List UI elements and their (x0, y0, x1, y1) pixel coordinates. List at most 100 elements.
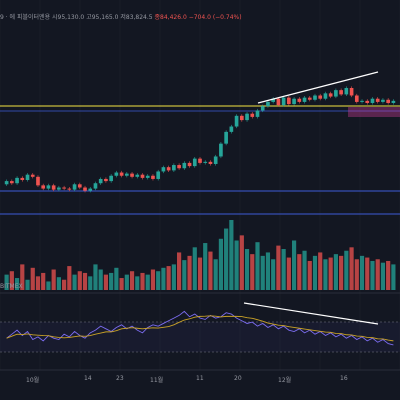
x-tick: 23 (116, 375, 124, 382)
candle (109, 175, 113, 182)
candle (381, 99, 385, 102)
rsi-band (0, 322, 400, 352)
candle (182, 162, 187, 169)
volume-bar (234, 240, 239, 290)
candle (271, 98, 276, 102)
candle (360, 100, 364, 102)
candle (198, 158, 202, 163)
volume-bars (4, 220, 396, 290)
volume-bar (302, 250, 307, 290)
volume-bar (359, 255, 365, 290)
candle (30, 174, 35, 177)
volume-bar (224, 228, 229, 290)
candle (57, 187, 61, 190)
volume-bar (255, 242, 260, 290)
volume-bar (114, 267, 119, 290)
candle (339, 90, 343, 95)
volume-bar (72, 274, 77, 290)
volume-bar (150, 269, 156, 290)
candle (318, 95, 323, 99)
volume-bar (103, 274, 109, 290)
volume-bar (197, 257, 203, 290)
volume-bar (124, 274, 129, 290)
candle (234, 115, 239, 127)
volume-bar (354, 259, 359, 290)
volume-bar (20, 264, 25, 290)
volume-bar (135, 276, 140, 290)
volume-bar (349, 247, 354, 290)
candle (98, 178, 103, 184)
candle (130, 173, 134, 177)
volume-bar (140, 272, 145, 290)
candle (354, 95, 359, 102)
candle (250, 113, 255, 117)
volume-bar (339, 255, 344, 290)
legend-prefix: 9 · 에 피블이터엔용 (0, 14, 51, 21)
candle (213, 156, 218, 164)
candle (276, 98, 281, 106)
volume-bar (177, 252, 182, 290)
candle (177, 165, 181, 169)
volume-bar (129, 271, 135, 290)
legend-low: 저83,824.5 (120, 14, 153, 21)
candle (229, 126, 234, 132)
x-tick: 11 (196, 375, 204, 382)
volume-bar (51, 269, 56, 290)
candle (292, 98, 296, 105)
candle (323, 93, 328, 99)
candle (88, 188, 93, 191)
candle (151, 175, 155, 179)
candle (93, 183, 98, 189)
volume-bar (318, 252, 323, 290)
volume-bar (56, 277, 61, 290)
candle (192, 158, 197, 167)
volume-bar (119, 278, 124, 290)
candle (51, 185, 56, 190)
candle (172, 165, 176, 171)
volume-bar (213, 259, 218, 290)
x-tick: 11월 (150, 377, 164, 384)
volume-bar (182, 260, 187, 290)
volume-bar (365, 257, 370, 290)
volume-bar (208, 251, 213, 290)
volume-bar (67, 266, 72, 290)
legend-close: 종84,426.0 (154, 14, 187, 21)
candle (166, 167, 171, 171)
rsi-pane (6, 310, 394, 346)
volume-bar (171, 264, 176, 290)
volume-bar (14, 278, 20, 290)
candle (365, 100, 370, 103)
volume-bar (370, 260, 375, 290)
volume-bar (229, 220, 234, 290)
volume-bar (281, 249, 286, 290)
candle (375, 98, 380, 102)
legend-high: 고95,165.0 (86, 14, 119, 21)
candle (156, 171, 161, 179)
volume-bar (88, 276, 93, 290)
x-tick: 16 (340, 375, 348, 382)
candle (4, 181, 9, 185)
candle (297, 98, 302, 102)
candle (140, 174, 145, 178)
candle (10, 181, 14, 184)
candles (4, 86, 396, 193)
volume-bar (328, 257, 333, 290)
volume-bar (161, 267, 166, 290)
volume-bar (276, 245, 281, 290)
volume-bar (145, 274, 150, 290)
candle (302, 97, 307, 102)
volume-bar (41, 272, 46, 290)
volume-bar (291, 240, 297, 290)
candle (62, 187, 66, 189)
volume-bar (218, 238, 223, 290)
price-trendline (257, 71, 379, 104)
candle (135, 174, 140, 177)
chart-grid (0, 0, 400, 370)
candle (114, 172, 119, 176)
candle (104, 178, 108, 182)
x-tick: 12월 (278, 377, 292, 384)
candle (161, 167, 166, 172)
volume-bar (323, 259, 328, 290)
candle (344, 88, 349, 95)
